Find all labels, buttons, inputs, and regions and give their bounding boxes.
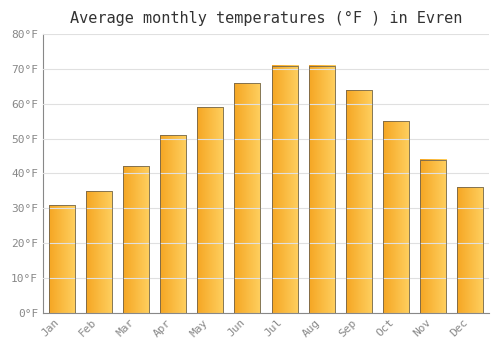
Bar: [458, 187, 483, 313]
Bar: [197, 107, 223, 313]
Bar: [160, 135, 186, 313]
Bar: [48, 205, 74, 313]
Bar: [308, 65, 334, 313]
Bar: [383, 121, 409, 313]
Bar: [123, 167, 149, 313]
Bar: [234, 83, 260, 313]
Bar: [346, 90, 372, 313]
Bar: [420, 160, 446, 313]
Title: Average monthly temperatures (°F ) in Evren: Average monthly temperatures (°F ) in Ev…: [70, 11, 462, 26]
Bar: [86, 191, 112, 313]
Bar: [272, 65, 297, 313]
